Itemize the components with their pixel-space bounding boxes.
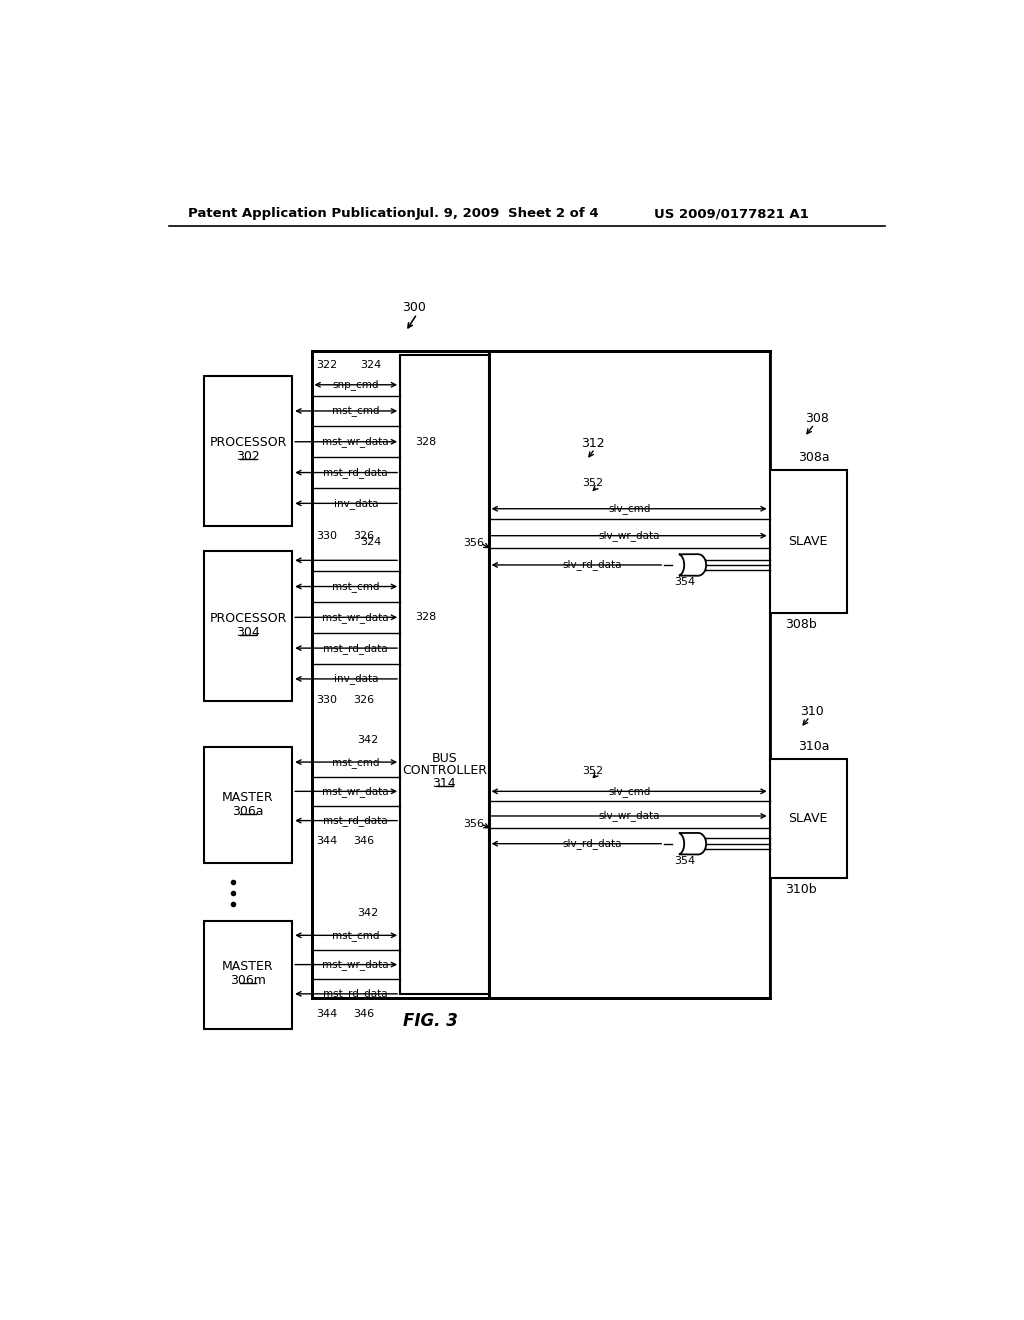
Text: mst_wr_data: mst_wr_data [323, 612, 389, 623]
Text: 342: 342 [356, 735, 378, 744]
Text: PROCESSOR: PROCESSOR [209, 612, 287, 624]
Text: SLAVE: SLAVE [788, 535, 827, 548]
Text: MASTER: MASTER [222, 791, 273, 804]
Text: slv_wr_data: slv_wr_data [598, 810, 659, 821]
Text: 326: 326 [353, 696, 374, 705]
Bar [204, 921, 292, 1028]
Text: 302: 302 [237, 450, 260, 463]
Text: PROCESSOR: PROCESSOR [209, 437, 287, 449]
Text: Patent Application Publication: Patent Application Publication [188, 207, 416, 220]
Text: FIG. 3: FIG. 3 [403, 1012, 459, 1030]
Text: 328: 328 [416, 437, 436, 446]
Text: slv_cmd: slv_cmd [608, 503, 650, 515]
Bar [311, 351, 488, 998]
Text: 352: 352 [582, 478, 603, 488]
Text: 344: 344 [316, 1008, 338, 1019]
Bar [311, 351, 770, 998]
Polygon shape [679, 554, 707, 576]
Text: slv_rd_data: slv_rd_data [563, 838, 623, 849]
Text: 352: 352 [582, 766, 603, 776]
Bar [770, 759, 847, 878]
Text: BUS: BUS [431, 752, 457, 766]
Text: 356: 356 [463, 818, 483, 829]
Text: 330: 330 [316, 696, 338, 705]
Polygon shape [679, 833, 707, 854]
Text: Jul. 9, 2009: Jul. 9, 2009 [416, 207, 500, 220]
Text: inv_data: inv_data [334, 673, 378, 684]
Text: 324: 324 [360, 360, 382, 370]
Text: 304: 304 [237, 626, 260, 639]
FancyArrowPatch shape [397, 590, 408, 615]
Text: SLAVE: SLAVE [788, 812, 827, 825]
Text: 310b: 310b [784, 883, 816, 896]
Text: 344: 344 [316, 836, 338, 846]
Bar [204, 552, 292, 701]
Text: 306a: 306a [232, 805, 264, 818]
Text: 330: 330 [316, 532, 338, 541]
FancyArrowPatch shape [397, 414, 408, 440]
Text: 354: 354 [675, 577, 695, 587]
Text: mst_rd_data: mst_rd_data [324, 643, 388, 653]
Text: 346: 346 [353, 1008, 374, 1019]
Text: slv_rd_data: slv_rd_data [563, 560, 623, 570]
Text: CONTROLLER: CONTROLLER [401, 764, 486, 777]
Text: 342: 342 [356, 908, 378, 917]
Text: 310a: 310a [799, 741, 830, 754]
Text: mst_rd_data: mst_rd_data [324, 467, 388, 478]
Text: US 2009/0177821 A1: US 2009/0177821 A1 [654, 207, 809, 220]
Text: mst_cmd: mst_cmd [332, 581, 380, 591]
Text: 312: 312 [581, 437, 604, 450]
Text: 310: 310 [800, 705, 824, 718]
Text: 356: 356 [463, 539, 483, 548]
Text: 306m: 306m [230, 974, 266, 987]
Text: 328: 328 [416, 612, 436, 622]
Bar [770, 470, 847, 612]
Text: inv_data: inv_data [334, 498, 378, 508]
Text: mst_wr_data: mst_wr_data [323, 437, 389, 447]
Text: 326: 326 [353, 532, 374, 541]
Text: slv_wr_data: slv_wr_data [598, 531, 659, 541]
Text: MASTER: MASTER [222, 961, 273, 973]
Text: 300: 300 [402, 301, 426, 314]
Text: mst_cmd: mst_cmd [332, 929, 380, 941]
Text: mst_rd_data: mst_rd_data [324, 989, 388, 999]
Text: mst_wr_data: mst_wr_data [323, 960, 389, 970]
Text: mst_wr_data: mst_wr_data [323, 785, 389, 797]
Text: snp_cmd: snp_cmd [333, 379, 379, 391]
Bar [400, 355, 488, 994]
Text: 324: 324 [360, 537, 382, 546]
Bar [204, 376, 292, 525]
Text: mst_rd_data: mst_rd_data [324, 816, 388, 826]
Text: 354: 354 [675, 855, 695, 866]
Bar [204, 747, 292, 863]
Text: slv_cmd: slv_cmd [608, 785, 650, 797]
Text: mst_cmd: mst_cmd [332, 405, 380, 416]
Text: 314: 314 [432, 777, 456, 791]
Text: 308a: 308a [799, 450, 830, 463]
Text: 308: 308 [806, 412, 829, 425]
Text: mst_cmd: mst_cmd [332, 756, 380, 767]
Text: Sheet 2 of 4: Sheet 2 of 4 [508, 207, 598, 220]
Text: 346: 346 [353, 836, 374, 846]
Text: 308b: 308b [784, 618, 816, 631]
Text: 322: 322 [316, 360, 338, 370]
